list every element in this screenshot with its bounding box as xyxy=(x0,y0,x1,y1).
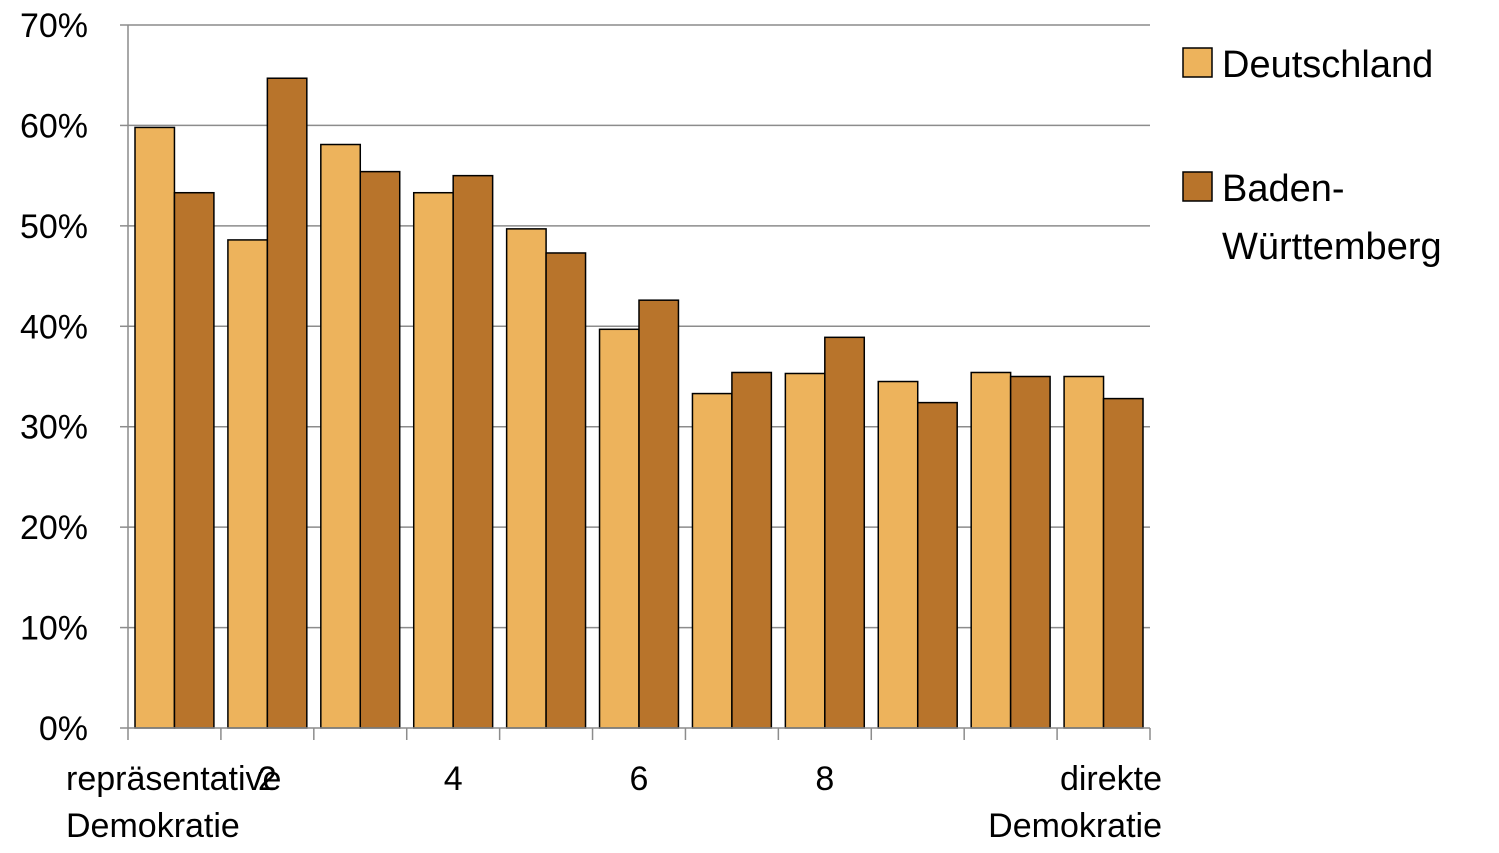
x-axis-tick-label: repräsentative Demokratie xyxy=(66,760,281,845)
bar xyxy=(877,380,919,729)
x-axis-tick-label: 6 xyxy=(630,760,649,798)
legend-swatch xyxy=(1182,171,1213,202)
bar xyxy=(452,174,494,729)
y-axis-tick-label: 50% xyxy=(20,208,88,246)
y-axis-tick-label: 40% xyxy=(20,308,88,346)
y-axis-tick-label: 70% xyxy=(20,7,88,45)
x-axis-tick-label: direkte Demokratie xyxy=(988,760,1162,845)
bar xyxy=(1063,375,1105,729)
y-axis-tick-label: 20% xyxy=(20,509,88,547)
bar xyxy=(598,328,640,729)
bar xyxy=(173,191,215,729)
x-axis-tick-label: 4 xyxy=(444,760,463,798)
x-axis-tick-label: 8 xyxy=(815,760,834,798)
y-axis-tick-label: 10% xyxy=(20,610,88,648)
legend-label: Baden-Württemberg xyxy=(1222,168,1442,268)
bar xyxy=(784,372,826,729)
bar xyxy=(691,392,733,729)
y-axis-tick-label: 0% xyxy=(39,710,88,748)
legend-swatch xyxy=(1182,47,1213,78)
y-axis-tick-label: 60% xyxy=(20,107,88,145)
bar xyxy=(134,126,176,729)
bar xyxy=(545,252,587,729)
bar xyxy=(505,228,547,729)
axes xyxy=(120,24,1151,740)
bar xyxy=(970,371,1012,729)
y-axis-tick-label: 30% xyxy=(20,409,88,447)
bar xyxy=(266,77,308,729)
bar xyxy=(916,401,958,729)
bar xyxy=(227,239,269,729)
bar xyxy=(320,143,362,729)
bar xyxy=(731,371,773,729)
x-axis-tick-label: 2 xyxy=(258,760,277,798)
y-axis-tick-labels: 0% 10% 20% 30% 40% 50% 60% 70% xyxy=(20,7,88,748)
bar xyxy=(359,170,401,729)
bars xyxy=(134,77,1144,729)
bar xyxy=(1009,375,1051,729)
bar xyxy=(824,336,866,729)
bar xyxy=(1102,397,1144,729)
bar xyxy=(638,299,680,729)
bar xyxy=(412,191,454,729)
legend: Deutschland Baden-Württemberg xyxy=(1182,44,1442,268)
legend-label: Deutschland xyxy=(1222,44,1433,86)
